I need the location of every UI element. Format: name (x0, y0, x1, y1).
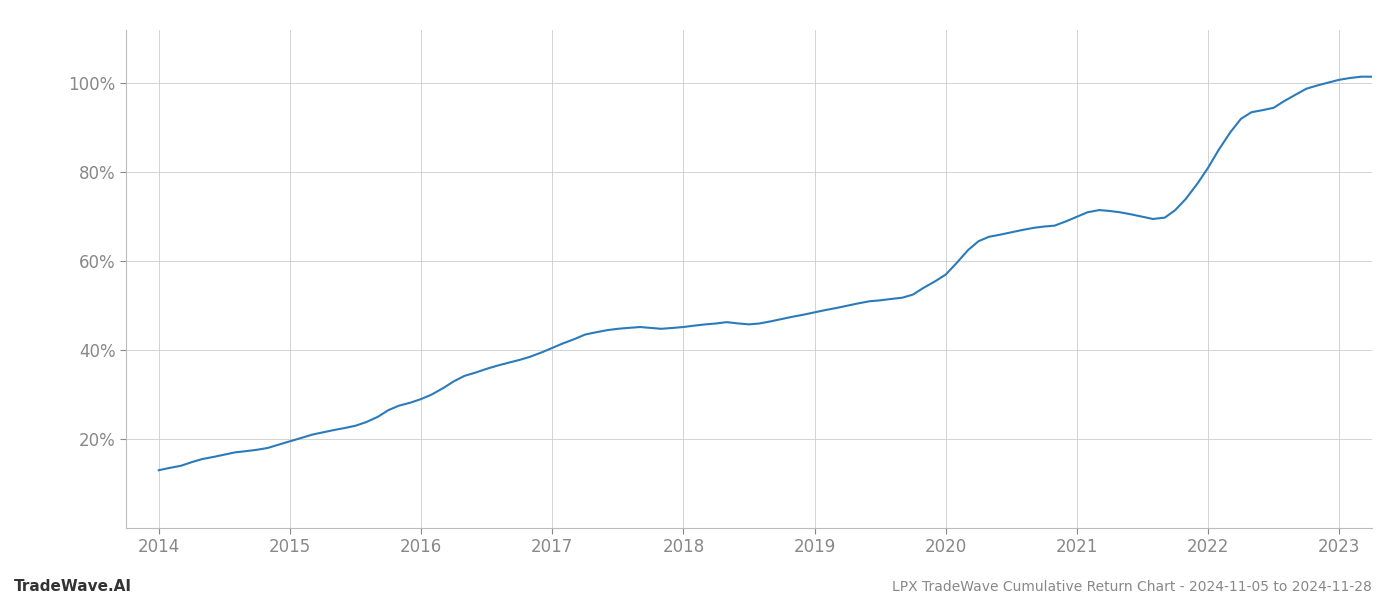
Text: LPX TradeWave Cumulative Return Chart - 2024-11-05 to 2024-11-28: LPX TradeWave Cumulative Return Chart - … (892, 580, 1372, 594)
Text: TradeWave.AI: TradeWave.AI (14, 579, 132, 594)
